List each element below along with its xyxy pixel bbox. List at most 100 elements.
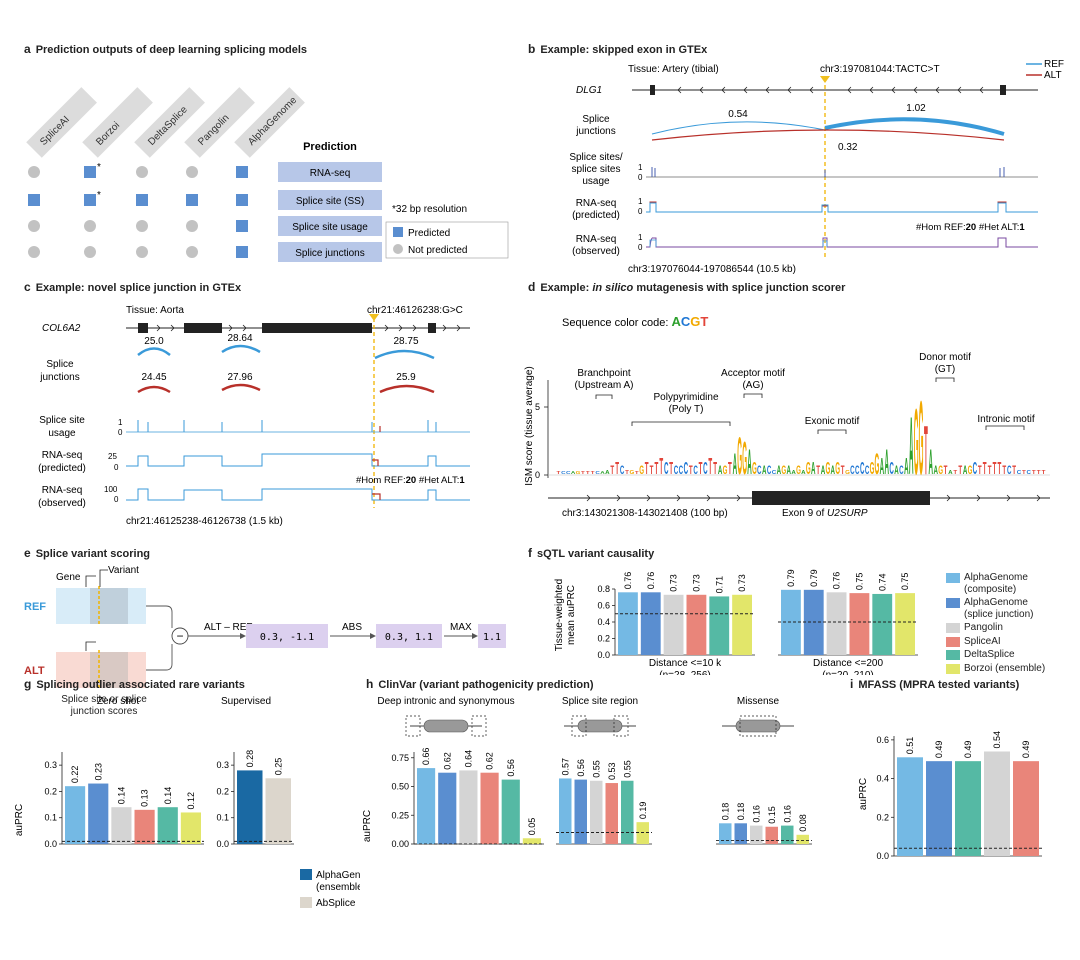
bar-value-label: 0.18 xyxy=(736,803,746,821)
resolution-note: *32 bp resolution xyxy=(392,204,467,215)
genotype-count: #Hom REF:20 #Het ALT:1 xyxy=(356,475,465,486)
star-marker: * xyxy=(97,190,101,201)
panel-b-title: b Example: skipped exon in GTEx xyxy=(528,42,707,56)
strand-arrows xyxy=(586,494,1041,502)
y-tick-label: 0.75 xyxy=(391,753,409,763)
junction-arc-alt xyxy=(651,129,1005,141)
arrow-chevron xyxy=(765,86,770,94)
logo-letter: A xyxy=(821,464,826,476)
prediction-row-label-bg xyxy=(278,216,382,236)
bar xyxy=(157,807,178,844)
coordinates: chr3:197076044-197086544 (10.5 kb) xyxy=(628,264,796,275)
bar xyxy=(895,593,915,655)
logo-letter: A xyxy=(791,470,796,476)
title-text: Prediction outputs of deep learning spli… xyxy=(35,44,308,56)
junction-ref-right: 1.02 xyxy=(906,103,926,114)
bar-value-label: 0.49 xyxy=(1021,741,1031,759)
variant-label: Variant xyxy=(108,565,139,576)
variant-label: chr3:197081044:TACTC>T xyxy=(820,64,940,75)
track-label: RNA-seq xyxy=(42,450,83,461)
y-tick-label: 0.0 xyxy=(44,839,57,849)
not-predicted-dot xyxy=(186,220,198,232)
score-box-abs xyxy=(376,624,442,648)
bar-value-label: 0.14 xyxy=(163,787,173,805)
predicted-square xyxy=(84,194,96,206)
bar-value-label: 0.71 xyxy=(714,576,724,594)
logo-letter: G xyxy=(968,464,973,476)
bar xyxy=(65,786,86,844)
prediction-row-label-bg xyxy=(278,162,382,182)
bar xyxy=(849,593,870,655)
arrow-head xyxy=(472,633,478,639)
arrow-head xyxy=(370,633,376,639)
tissue-label: Tissue: Aorta xyxy=(126,305,184,316)
y-tick-label: 0.25 xyxy=(391,810,409,820)
logo-letter: G xyxy=(639,464,644,476)
legend-box xyxy=(385,221,509,259)
rna-obs-ref xyxy=(649,239,828,247)
logo-letter: T xyxy=(958,464,962,476)
bar-value-label: 0.05 xyxy=(527,818,537,836)
legend-label: Borzoi (ensemble) xyxy=(964,662,1046,674)
letter-c: C xyxy=(681,314,691,329)
motif-polypyrimidine: (Poly T) xyxy=(669,404,704,415)
legend-entry: AlphaGenome (splice junction) xyxy=(946,597,1080,620)
bar xyxy=(574,779,587,844)
motif-intronic: Intronic motif xyxy=(977,414,1034,425)
bar-value-label: 0.23 xyxy=(93,763,103,781)
rna-pred-alt xyxy=(372,459,379,466)
logo-letter: C xyxy=(1027,470,1032,476)
motif-bracket xyxy=(595,394,613,399)
bar xyxy=(480,772,499,844)
subplot-title: Supervised xyxy=(221,696,271,707)
rna-pred-ref xyxy=(126,453,470,467)
panel-f: f sQTL variant causality xyxy=(520,540,1080,670)
arrow-chevron xyxy=(677,86,682,94)
x-axis-sublabel: (n=28, 256) xyxy=(659,670,710,675)
logo-letter: T xyxy=(659,453,663,479)
logo-letter: T xyxy=(1012,464,1016,476)
logo-letter: A xyxy=(571,471,576,476)
logo-letter: G xyxy=(919,379,924,496)
bar xyxy=(522,838,541,844)
bar xyxy=(180,812,201,844)
motif-bracket xyxy=(631,421,731,426)
logo-letter: T xyxy=(1032,470,1036,476)
legend-predicted: Predicted xyxy=(408,228,450,239)
motif-acceptor: (AG) xyxy=(742,380,763,391)
predicted-square xyxy=(236,246,248,258)
y-tick-label: 0 xyxy=(535,470,540,480)
not-predicted-dot xyxy=(186,246,198,258)
exon-9 xyxy=(752,491,930,505)
x-axis-label: Distance <=200 xyxy=(813,658,883,669)
star-marker: * xyxy=(97,162,101,173)
bar-value-label: 0.14 xyxy=(116,787,126,805)
panel-e-graphic: Gene Variant REF − ALT – REF 0.3, -1.1 A… xyxy=(24,565,506,690)
arrow-chevron xyxy=(398,324,403,332)
arrow-chevron xyxy=(976,494,981,502)
legend-swatch xyxy=(946,598,960,608)
legend-swatch xyxy=(300,869,312,880)
prediction-header: Prediction xyxy=(303,141,357,153)
legend-swatch xyxy=(300,897,312,908)
y-tick-label: 0.0 xyxy=(216,839,229,849)
legend-swatch xyxy=(946,636,960,647)
logo-letter: T xyxy=(669,458,673,478)
title-text: MFASS (MPRA tested variants) xyxy=(858,679,1020,691)
bar-value-label: 0.73 xyxy=(691,574,701,592)
title-text: ClinVar (variant pathogenicity predictio… xyxy=(378,679,594,691)
alt-highlight xyxy=(90,652,128,688)
tick: 1 xyxy=(638,233,643,242)
bar xyxy=(621,780,634,844)
panel-i-chart: auPRC 0.0 0.2 0.4 0.6 0.51 0.49 0.49 0.54 0.49 xyxy=(858,731,1042,861)
legend-label: AbSplice xyxy=(316,898,356,909)
logo-letter: C xyxy=(684,458,689,478)
logo-letter: A xyxy=(762,464,767,476)
panel-a-title: a Prediction outputs of deep learning spl… xyxy=(24,42,307,56)
motif-exonic: Exonic motif xyxy=(805,416,860,427)
bar-value-label: 0.74 xyxy=(877,573,887,591)
logo-letter: G xyxy=(752,458,757,478)
bar-value-label: 0.53 xyxy=(607,763,617,781)
bar xyxy=(88,783,109,844)
legend-entry: DeltaSplice xyxy=(946,649,1080,661)
